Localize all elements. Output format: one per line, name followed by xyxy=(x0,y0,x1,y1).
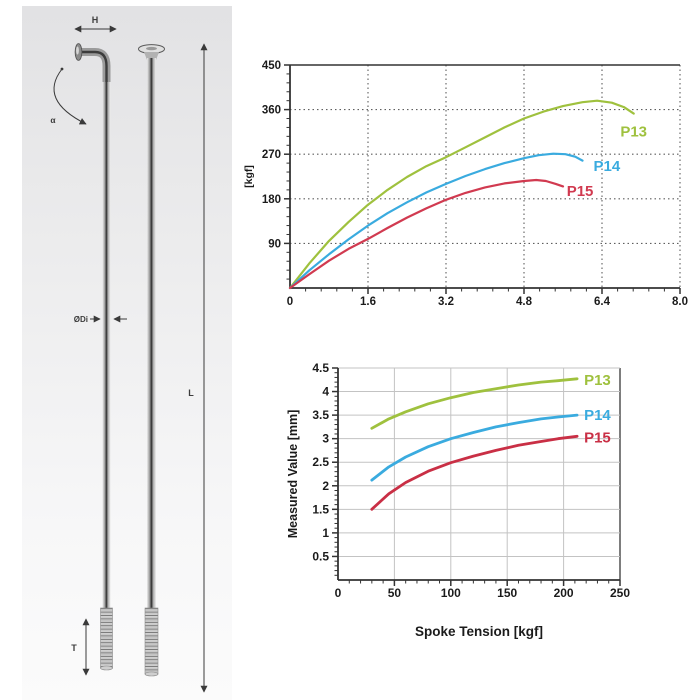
dimension-t-label: T xyxy=(71,643,77,653)
x-tick-label: 100 xyxy=(441,586,461,600)
y-tick-label: 2 xyxy=(322,479,329,493)
series-line-P13 xyxy=(288,99,635,290)
x-tick-label: 4.8 xyxy=(516,296,533,308)
y-axis-title: [kgf] xyxy=(243,165,255,188)
x-tick-label: 50 xyxy=(388,586,402,600)
series-line-P13 xyxy=(370,377,579,430)
spoke-thread xyxy=(144,607,159,675)
spoke-shaft xyxy=(102,82,111,608)
series-line-P15 xyxy=(370,434,579,511)
y-tick-label: 4.5 xyxy=(312,361,329,375)
spoke-diagram-panel: H α ØDi L T xyxy=(22,6,232,700)
spoke-diagram: H α ØDi L T xyxy=(50,15,208,693)
x-tick-label: 250 xyxy=(610,586,630,600)
x-axis-title: Spoke Tension [kgf] xyxy=(415,624,543,639)
series-line-P15 xyxy=(288,178,565,290)
measured-value-chart: 0 50 100 150 200 250 0.5 1 1.5 2 2.5 3 3.5 4 4.5 Measur… xyxy=(286,361,630,639)
series-label-P13: P13 xyxy=(584,372,611,389)
y-tick-label: 90 xyxy=(268,238,281,250)
spoke-head-highlight xyxy=(76,46,79,55)
x-tick-label: 6.4 xyxy=(594,296,611,308)
series-label-P14: P14 xyxy=(594,158,621,175)
y-tick-label: 2.5 xyxy=(312,455,329,469)
dimension-angle-arc xyxy=(53,68,87,125)
y-tick-label: 360 xyxy=(262,105,281,117)
y-tick-label: 180 xyxy=(262,194,281,206)
spoke-load-chart: 0 1.6 3.2 4.8 6.4 8.0 90 180 270 360 450 [kgf] P13 P1… xyxy=(243,60,688,308)
dimensions xyxy=(53,25,208,693)
x-tick-label: 1.6 xyxy=(360,296,376,308)
x-tick-label: 0 xyxy=(335,586,342,600)
spoke-shaft xyxy=(147,58,156,608)
spoke-thread-tip xyxy=(144,671,159,677)
y-tick-label: 0.5 xyxy=(312,549,329,563)
series-label-P15: P15 xyxy=(567,183,594,200)
dimension-di-label: ØDi xyxy=(74,315,88,324)
x-tick-label: 200 xyxy=(554,586,574,600)
x-tick-label: 8.0 xyxy=(672,296,688,308)
series-label-P15: P15 xyxy=(584,430,611,447)
series-line-P14 xyxy=(370,413,579,482)
y-axis-title: Measured Value [mm] xyxy=(286,410,300,539)
series-label-P14: P14 xyxy=(584,407,611,424)
dimension-h-label: H xyxy=(92,15,99,25)
dimension-l-label: L xyxy=(188,388,194,398)
spoke-thread xyxy=(100,607,113,669)
spoke-thread-tip xyxy=(100,665,113,671)
y-tick-label: 1.5 xyxy=(312,502,329,516)
spoke-bend-shade xyxy=(80,50,108,86)
x-tick-label: 3.2 xyxy=(438,296,454,308)
dimension-angle-dot xyxy=(60,67,64,71)
y-tick-label: 270 xyxy=(262,149,281,161)
y-tick-label: 450 xyxy=(262,60,281,72)
spoke-flat-head-dimple xyxy=(146,46,157,51)
x-tick-label: 150 xyxy=(497,586,517,600)
spoke-bend xyxy=(80,48,111,86)
spoke-straight xyxy=(138,44,165,677)
y-tick-label: 4 xyxy=(322,385,329,399)
series-line-P14 xyxy=(288,152,584,290)
dimension-angle-label: α xyxy=(50,115,56,125)
x-tick-label: 0 xyxy=(287,296,293,308)
series-label-P13: P13 xyxy=(620,123,647,140)
y-tick-label: 3.5 xyxy=(312,408,329,422)
spoke-j-bend xyxy=(74,43,113,671)
y-tick-label: 1 xyxy=(322,526,329,540)
y-tick-label: 3 xyxy=(322,432,329,446)
